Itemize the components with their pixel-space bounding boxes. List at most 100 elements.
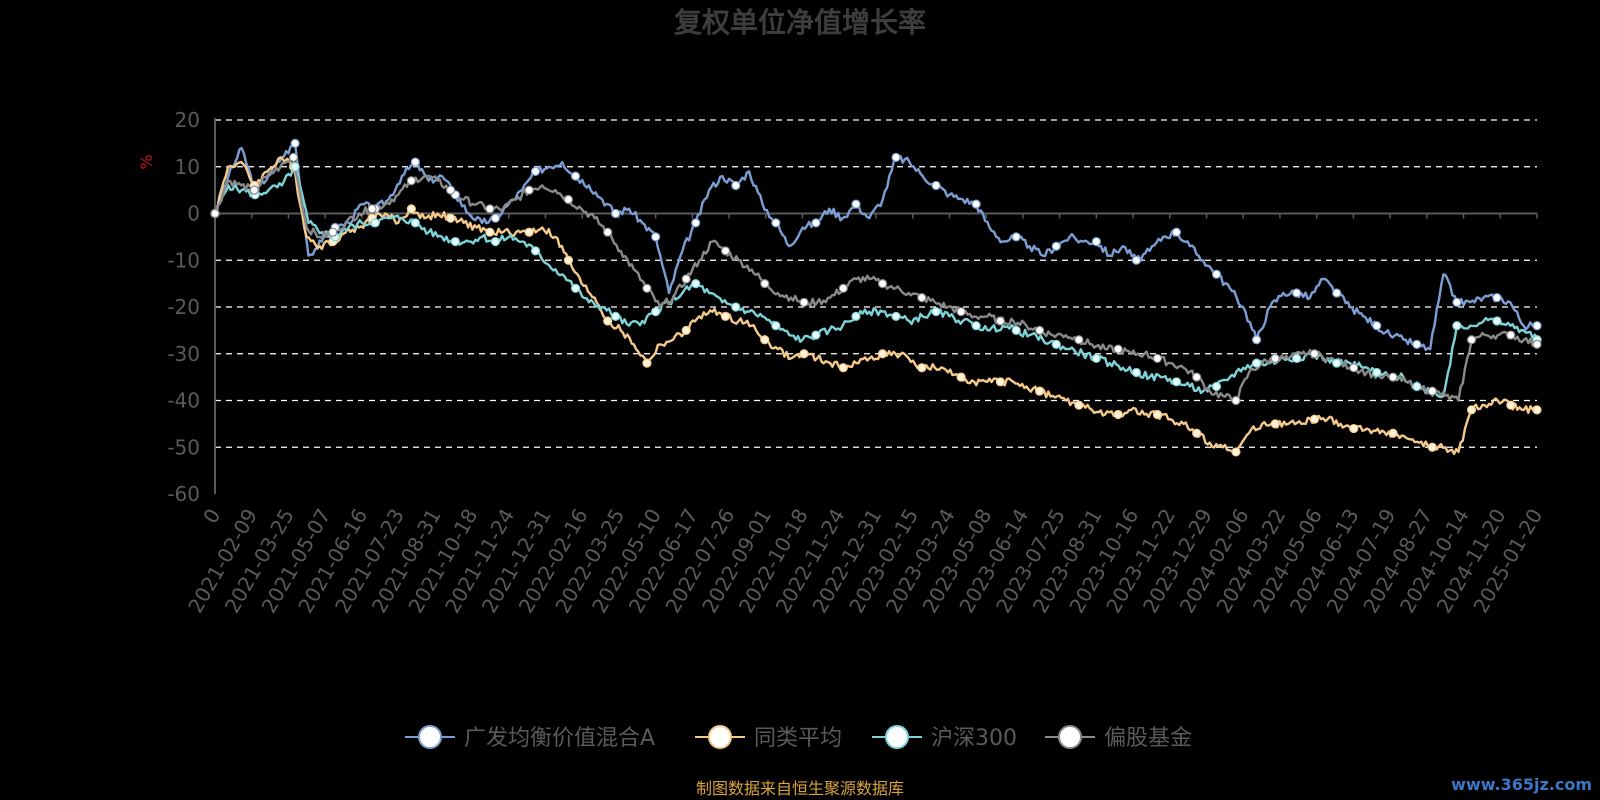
data-point bbox=[731, 302, 741, 312]
data-point bbox=[1035, 386, 1045, 396]
data-point bbox=[1270, 419, 1280, 429]
data-point bbox=[406, 176, 416, 186]
data-point bbox=[877, 349, 888, 359]
data-point bbox=[851, 311, 861, 321]
data-point bbox=[760, 279, 770, 289]
data-point bbox=[370, 218, 380, 228]
data-point bbox=[410, 218, 420, 228]
data-point bbox=[530, 246, 541, 256]
data-point bbox=[1131, 367, 1141, 378]
data-point bbox=[917, 363, 927, 373]
data-point bbox=[1211, 381, 1222, 392]
y-axis-unit: % bbox=[137, 154, 156, 169]
data-point bbox=[971, 321, 981, 331]
data-point bbox=[720, 311, 731, 321]
legend[interactable]: 广发均衡价值混合A 同类平均 沪深300 偏股基金 bbox=[405, 725, 1192, 751]
data-point bbox=[1074, 335, 1084, 345]
legend-item[interactable]: 沪深300 bbox=[872, 725, 1017, 751]
data-point bbox=[931, 180, 941, 191]
data-point bbox=[1292, 353, 1302, 364]
data-point bbox=[1506, 400, 1516, 410]
data-point bbox=[1492, 293, 1502, 303]
y-tick-label: 20 bbox=[175, 108, 200, 132]
data-point bbox=[603, 316, 613, 326]
data-point bbox=[1231, 395, 1241, 406]
data-point bbox=[570, 283, 581, 293]
series-lines bbox=[213, 142, 1539, 456]
series-line bbox=[213, 165, 1539, 399]
x-tick-label: 0 bbox=[198, 505, 225, 528]
data-point bbox=[917, 293, 927, 303]
data-point bbox=[563, 255, 574, 265]
data-point bbox=[1131, 255, 1141, 265]
data-point bbox=[249, 185, 259, 195]
data-point bbox=[210, 208, 220, 219]
data-point bbox=[799, 297, 809, 307]
data-point bbox=[1270, 353, 1280, 364]
data-point bbox=[760, 335, 770, 345]
y-tick-labels: 20 10 0 -10 -20 -30 -40 -50 -60 bbox=[167, 108, 200, 506]
data-point bbox=[1466, 335, 1477, 345]
legend-item[interactable]: 同类平均 bbox=[695, 725, 842, 751]
data-point bbox=[851, 199, 861, 209]
legend-item[interactable]: 偏股基金 bbox=[1045, 725, 1192, 751]
data-point bbox=[1372, 321, 1382, 331]
data-point bbox=[838, 363, 848, 373]
data-point bbox=[1035, 325, 1045, 335]
data-point bbox=[891, 152, 901, 162]
data-point bbox=[485, 204, 495, 214]
data-point bbox=[485, 227, 495, 237]
series-markers bbox=[210, 138, 1542, 457]
data-point bbox=[490, 236, 501, 247]
data-point bbox=[811, 218, 821, 228]
data-point bbox=[1506, 330, 1516, 340]
data-point bbox=[1466, 405, 1477, 415]
axes bbox=[214, 118, 1538, 494]
data-point bbox=[1011, 325, 1021, 335]
data-point bbox=[1332, 358, 1342, 368]
data-point bbox=[1532, 405, 1542, 415]
y-tick-label: -50 bbox=[167, 435, 200, 459]
data-point bbox=[1452, 321, 1462, 331]
data-source-note: 制图数据来自恒生聚源数据库 bbox=[696, 779, 904, 798]
data-point bbox=[1349, 363, 1359, 373]
data-point bbox=[446, 213, 456, 223]
data-point bbox=[995, 377, 1005, 387]
data-point bbox=[1427, 442, 1437, 452]
data-point bbox=[1074, 400, 1084, 410]
data-point bbox=[1452, 297, 1462, 307]
data-point bbox=[1211, 269, 1222, 279]
data-point bbox=[1091, 353, 1101, 364]
y-tick-label: -20 bbox=[167, 295, 200, 319]
data-point bbox=[1152, 353, 1163, 364]
y-tick-label: 0 bbox=[187, 202, 200, 226]
data-point bbox=[1113, 344, 1123, 354]
y-tick-label: -60 bbox=[167, 482, 200, 506]
data-point bbox=[691, 279, 701, 289]
legend-label: 偏股基金 bbox=[1104, 726, 1192, 751]
data-point bbox=[1532, 339, 1542, 349]
data-point bbox=[603, 227, 613, 237]
y-tick-label: -30 bbox=[167, 342, 200, 366]
data-point bbox=[995, 316, 1005, 326]
data-point bbox=[838, 283, 848, 293]
data-point bbox=[1349, 423, 1359, 434]
legend-marker bbox=[1058, 725, 1082, 749]
data-point bbox=[1251, 335, 1262, 345]
data-point bbox=[1051, 339, 1061, 349]
data-point bbox=[681, 274, 691, 284]
data-point bbox=[524, 185, 534, 195]
data-point bbox=[811, 330, 821, 340]
data-point bbox=[971, 199, 981, 209]
legend-label: 同类平均 bbox=[754, 726, 842, 751]
data-point bbox=[771, 218, 781, 228]
legend-marker bbox=[885, 725, 909, 749]
watermark: www.365jz.com bbox=[1451, 775, 1592, 794]
legend-item[interactable]: 广发均衡价值混合A bbox=[405, 725, 655, 751]
chart-title: 复权单位净值增长率 bbox=[674, 6, 926, 39]
data-point bbox=[651, 307, 661, 317]
data-point bbox=[290, 162, 300, 172]
data-point bbox=[681, 325, 691, 335]
data-point bbox=[799, 349, 809, 359]
